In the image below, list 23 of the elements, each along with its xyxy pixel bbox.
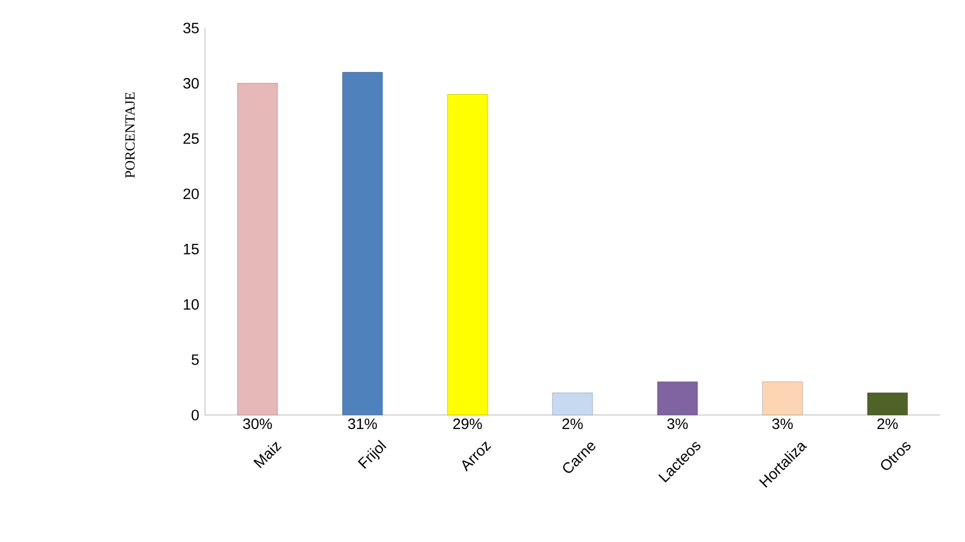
data-label: 2% — [562, 418, 583, 430]
data-label: 3% — [772, 418, 793, 430]
y-tick-label: 35 — [183, 22, 199, 34]
y-tick-label: 15 — [184, 244, 199, 254]
bar — [762, 382, 803, 416]
data-label: 31% — [348, 418, 377, 430]
y-tick-label: 10 — [184, 299, 199, 310]
bar — [237, 83, 278, 416]
bar — [552, 392, 593, 416]
data-label: 3% — [667, 418, 688, 430]
y-tick-label: 5 — [192, 354, 199, 365]
bar — [342, 72, 383, 416]
bar — [867, 392, 908, 416]
data-label: 2% — [877, 418, 898, 430]
y-axis-title: PORCENTAJE — [125, 92, 135, 178]
bar — [447, 94, 488, 416]
data-label: 30% — [243, 418, 272, 430]
data-label: 29% — [453, 418, 482, 430]
bar — [657, 382, 698, 416]
y-tick-label: 0 — [192, 410, 199, 420]
y-tick-label: 30 — [183, 78, 199, 89]
y-tick-label: 20 — [183, 188, 199, 200]
y-tick-label: 25 — [183, 133, 199, 144]
